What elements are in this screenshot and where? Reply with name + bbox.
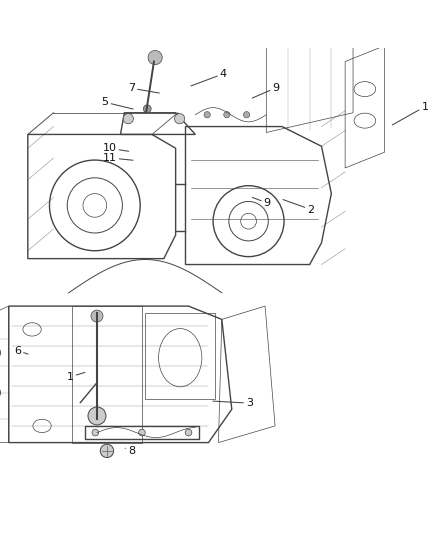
Circle shape	[143, 105, 151, 113]
Text: 5: 5	[102, 97, 133, 109]
Circle shape	[88, 407, 106, 425]
Text: 1: 1	[67, 372, 85, 382]
Text: 1: 1	[392, 102, 428, 125]
Text: 3: 3	[213, 398, 253, 408]
Text: 4: 4	[191, 69, 227, 86]
Text: 9: 9	[252, 197, 271, 208]
Circle shape	[174, 114, 185, 124]
Circle shape	[91, 310, 103, 322]
Text: 7: 7	[128, 83, 159, 93]
Circle shape	[204, 111, 210, 118]
Circle shape	[148, 51, 162, 64]
Circle shape	[92, 429, 99, 436]
Text: 8: 8	[125, 446, 135, 456]
Circle shape	[244, 111, 250, 118]
Text: 10: 10	[102, 143, 129, 154]
Text: 2: 2	[283, 199, 314, 215]
Circle shape	[100, 444, 113, 457]
Circle shape	[224, 111, 230, 118]
Circle shape	[138, 429, 145, 436]
Text: 9: 9	[252, 83, 279, 98]
Text: 11: 11	[102, 153, 133, 163]
Circle shape	[123, 114, 134, 124]
Circle shape	[185, 429, 192, 436]
Text: 6: 6	[14, 345, 28, 356]
